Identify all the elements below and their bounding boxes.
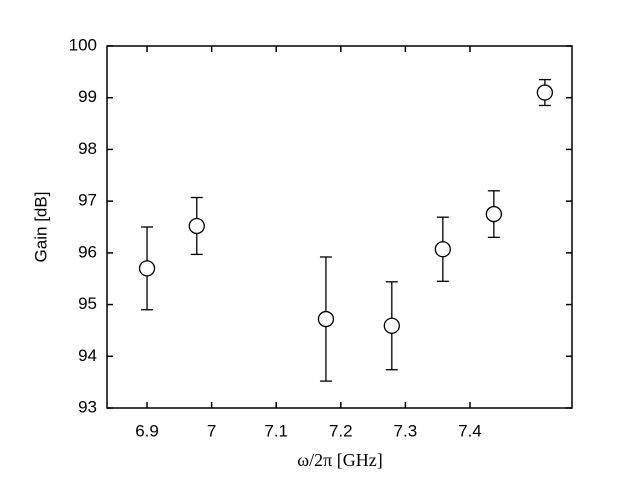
marker — [188, 217, 205, 235]
x-axis-label: ω/2π [GHz] — [297, 450, 382, 470]
x-tick-label: 7.2 — [329, 421, 353, 440]
y-tick-label: 95 — [78, 294, 97, 313]
marker — [485, 205, 503, 223]
marker — [536, 84, 554, 101]
marker — [383, 317, 400, 334]
marker — [138, 260, 156, 277]
x-tick-label: 7 — [207, 421, 216, 440]
marker — [317, 310, 335, 328]
y-tick-label: 94 — [78, 346, 97, 365]
y-tick-label: 93 — [78, 397, 97, 416]
x-tick-label: 7.3 — [394, 421, 418, 440]
y-tick-label: 96 — [78, 242, 97, 261]
marker — [434, 241, 451, 258]
x-tick-label: 7.4 — [458, 421, 482, 440]
y-tick-label: 97 — [78, 191, 97, 210]
plot-frame — [106, 45, 573, 409]
y-tick-label: 100 — [69, 35, 97, 54]
y-axis-label: Gain [dB] — [31, 192, 50, 263]
y-tick-label: 98 — [78, 139, 97, 158]
x-tick-label: 7.1 — [264, 421, 288, 440]
y-tick-label: 99 — [78, 87, 97, 106]
x-tick-label: 6.9 — [135, 421, 159, 440]
